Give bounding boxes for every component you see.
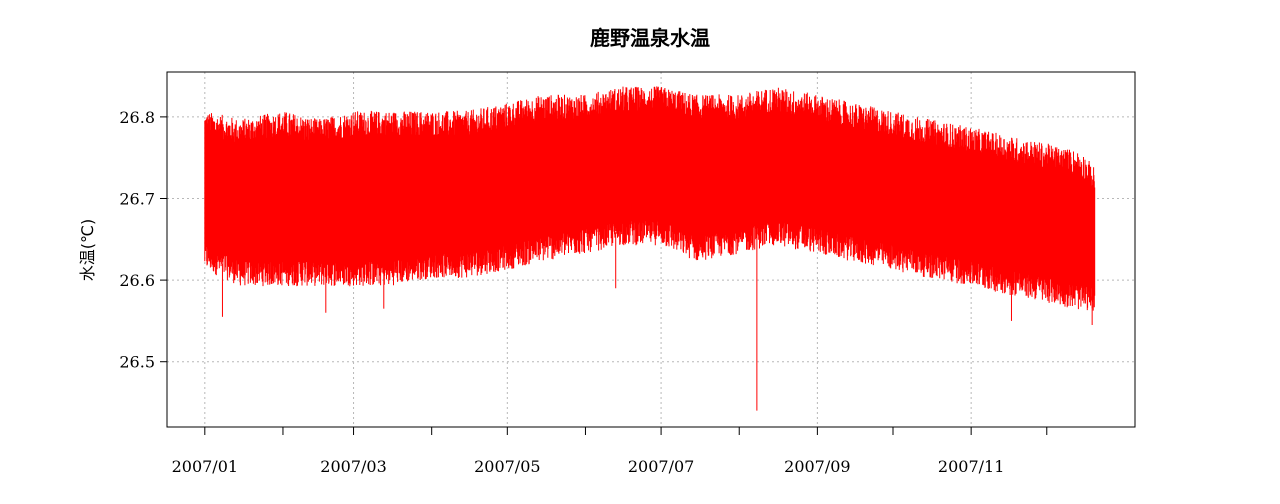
plot-frame: [166, 71, 1136, 428]
x-tick-label: 2007/05: [474, 457, 540, 476]
chart-title: 鹿野温泉水温: [590, 26, 710, 50]
x-tick-label: 2007/01: [172, 457, 238, 476]
y-tick-label: 26.8: [119, 108, 155, 127]
x-tick-label: 2007/09: [784, 457, 850, 476]
x-tick-label: 2007/03: [320, 457, 386, 476]
y-tick-label: 26.5: [119, 353, 155, 372]
x-tick-label: 2007/11: [938, 457, 1004, 476]
data-series: [204, 86, 1096, 411]
y-axis-label: 水温(℃): [78, 219, 97, 281]
x-tick-label: 2007/07: [628, 457, 694, 476]
axes: 26.5 26.6 26.7 26.8 2007/01 2007/03 2007/05 200…: [119, 108, 1048, 476]
y-tick-label: 26.7: [119, 189, 155, 208]
temperature-series-band: [204, 110, 1095, 287]
y-tick-label: 26.6: [119, 271, 155, 290]
